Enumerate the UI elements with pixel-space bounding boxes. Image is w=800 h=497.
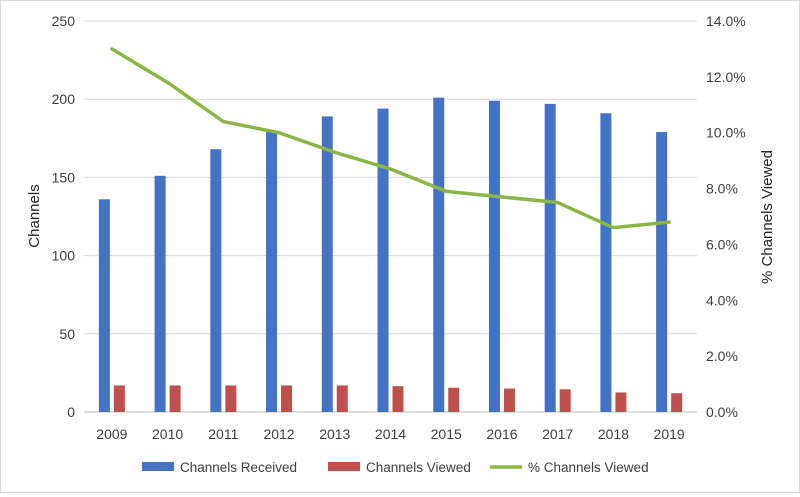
bar-channels-viewed — [559, 389, 571, 412]
left-tick-label: 200 — [52, 91, 76, 107]
right-tick-label: 12.0% — [706, 69, 746, 85]
right-tick-label: 4.0% — [706, 292, 738, 308]
bar-channels-viewed — [336, 385, 348, 412]
x-tick-label: 2012 — [263, 426, 294, 442]
x-tick-label: 2010 — [152, 426, 183, 442]
x-tick-label: 2011 — [208, 426, 238, 442]
x-tick-label: 2018 — [598, 426, 629, 442]
legend-swatch-channels-viewed — [328, 462, 360, 471]
bar-channels-viewed — [225, 385, 237, 412]
left-tick-label: 150 — [52, 169, 76, 185]
left-tick-label: 100 — [52, 248, 76, 264]
right-axis-title: % Channels Viewed — [759, 150, 776, 284]
right-tick-label: 6.0% — [706, 236, 738, 252]
x-tick-label: 2015 — [431, 426, 462, 442]
x-tick-label: 2009 — [96, 426, 127, 442]
x-tick-label: 2014 — [375, 426, 406, 442]
bar-channels-received — [98, 199, 110, 412]
bar-channels-viewed — [169, 385, 181, 412]
right-tick-label: 14.0% — [706, 13, 746, 29]
bar-channels-received — [266, 132, 278, 412]
legend-label-channels-viewed: Channels Viewed — [366, 460, 471, 475]
line-marks — [110, 47, 671, 230]
bar-channels-received — [210, 149, 222, 413]
right-tick-label: 0.0% — [706, 404, 738, 420]
left-tick-label: 0 — [67, 404, 75, 420]
left-axis-ticks: 0 50 100 150 200 250 — [52, 13, 76, 420]
bar-channels-viewed — [615, 392, 627, 412]
line-series-percent-channels-viewed — [110, 47, 671, 230]
bar-channels-viewed — [281, 385, 293, 412]
bar-channels-received — [433, 97, 445, 413]
bar-channels-received — [321, 116, 333, 413]
right-axis-ticks: 0.0% 2.0% 4.0% 6.0% 8.0% 10.0% 12.0% 14.0% — [706, 13, 746, 420]
right-tick-label: 8.0% — [706, 181, 738, 197]
bar-channels-viewed — [503, 388, 515, 412]
left-tick-label: 250 — [52, 13, 76, 29]
bar-channels-received — [656, 132, 668, 412]
bar-channels-viewed — [671, 393, 683, 412]
left-tick-label: 50 — [59, 326, 75, 342]
bar-channels-received — [544, 103, 556, 412]
x-tick-label: 2019 — [654, 426, 685, 442]
x-tick-label: 2013 — [319, 426, 350, 442]
legend: Channels Received Channels Viewed % Channe… — [142, 460, 649, 475]
bar-channels-viewed — [448, 387, 460, 412]
legend-label-channels-viewed: % Channels Viewed — [528, 460, 649, 475]
right-tick-label: 10.0% — [706, 125, 746, 141]
legend-label-channels-received: Channels Received — [180, 460, 297, 475]
bar-channels-received — [488, 100, 500, 412]
bar-channels-viewed — [392, 386, 404, 412]
left-axis-title: Channels — [26, 184, 43, 247]
bar-channels-received — [600, 113, 612, 412]
gridlines — [84, 20, 697, 413]
x-axis-ticks: 2009 2010 2011 2012 2013 2014 2015 2016 2017 2018… — [96, 426, 685, 442]
right-tick-label: 2.0% — [706, 348, 738, 364]
bar-channels-received — [154, 175, 166, 412]
bar-marks — [98, 97, 683, 413]
x-tick-label: 2016 — [486, 426, 517, 442]
legend-swatch-channels-received — [142, 462, 174, 471]
bar-channels-viewed — [113, 385, 125, 412]
x-tick-label: 2017 — [542, 426, 573, 442]
bar-channels-received — [377, 108, 389, 413]
